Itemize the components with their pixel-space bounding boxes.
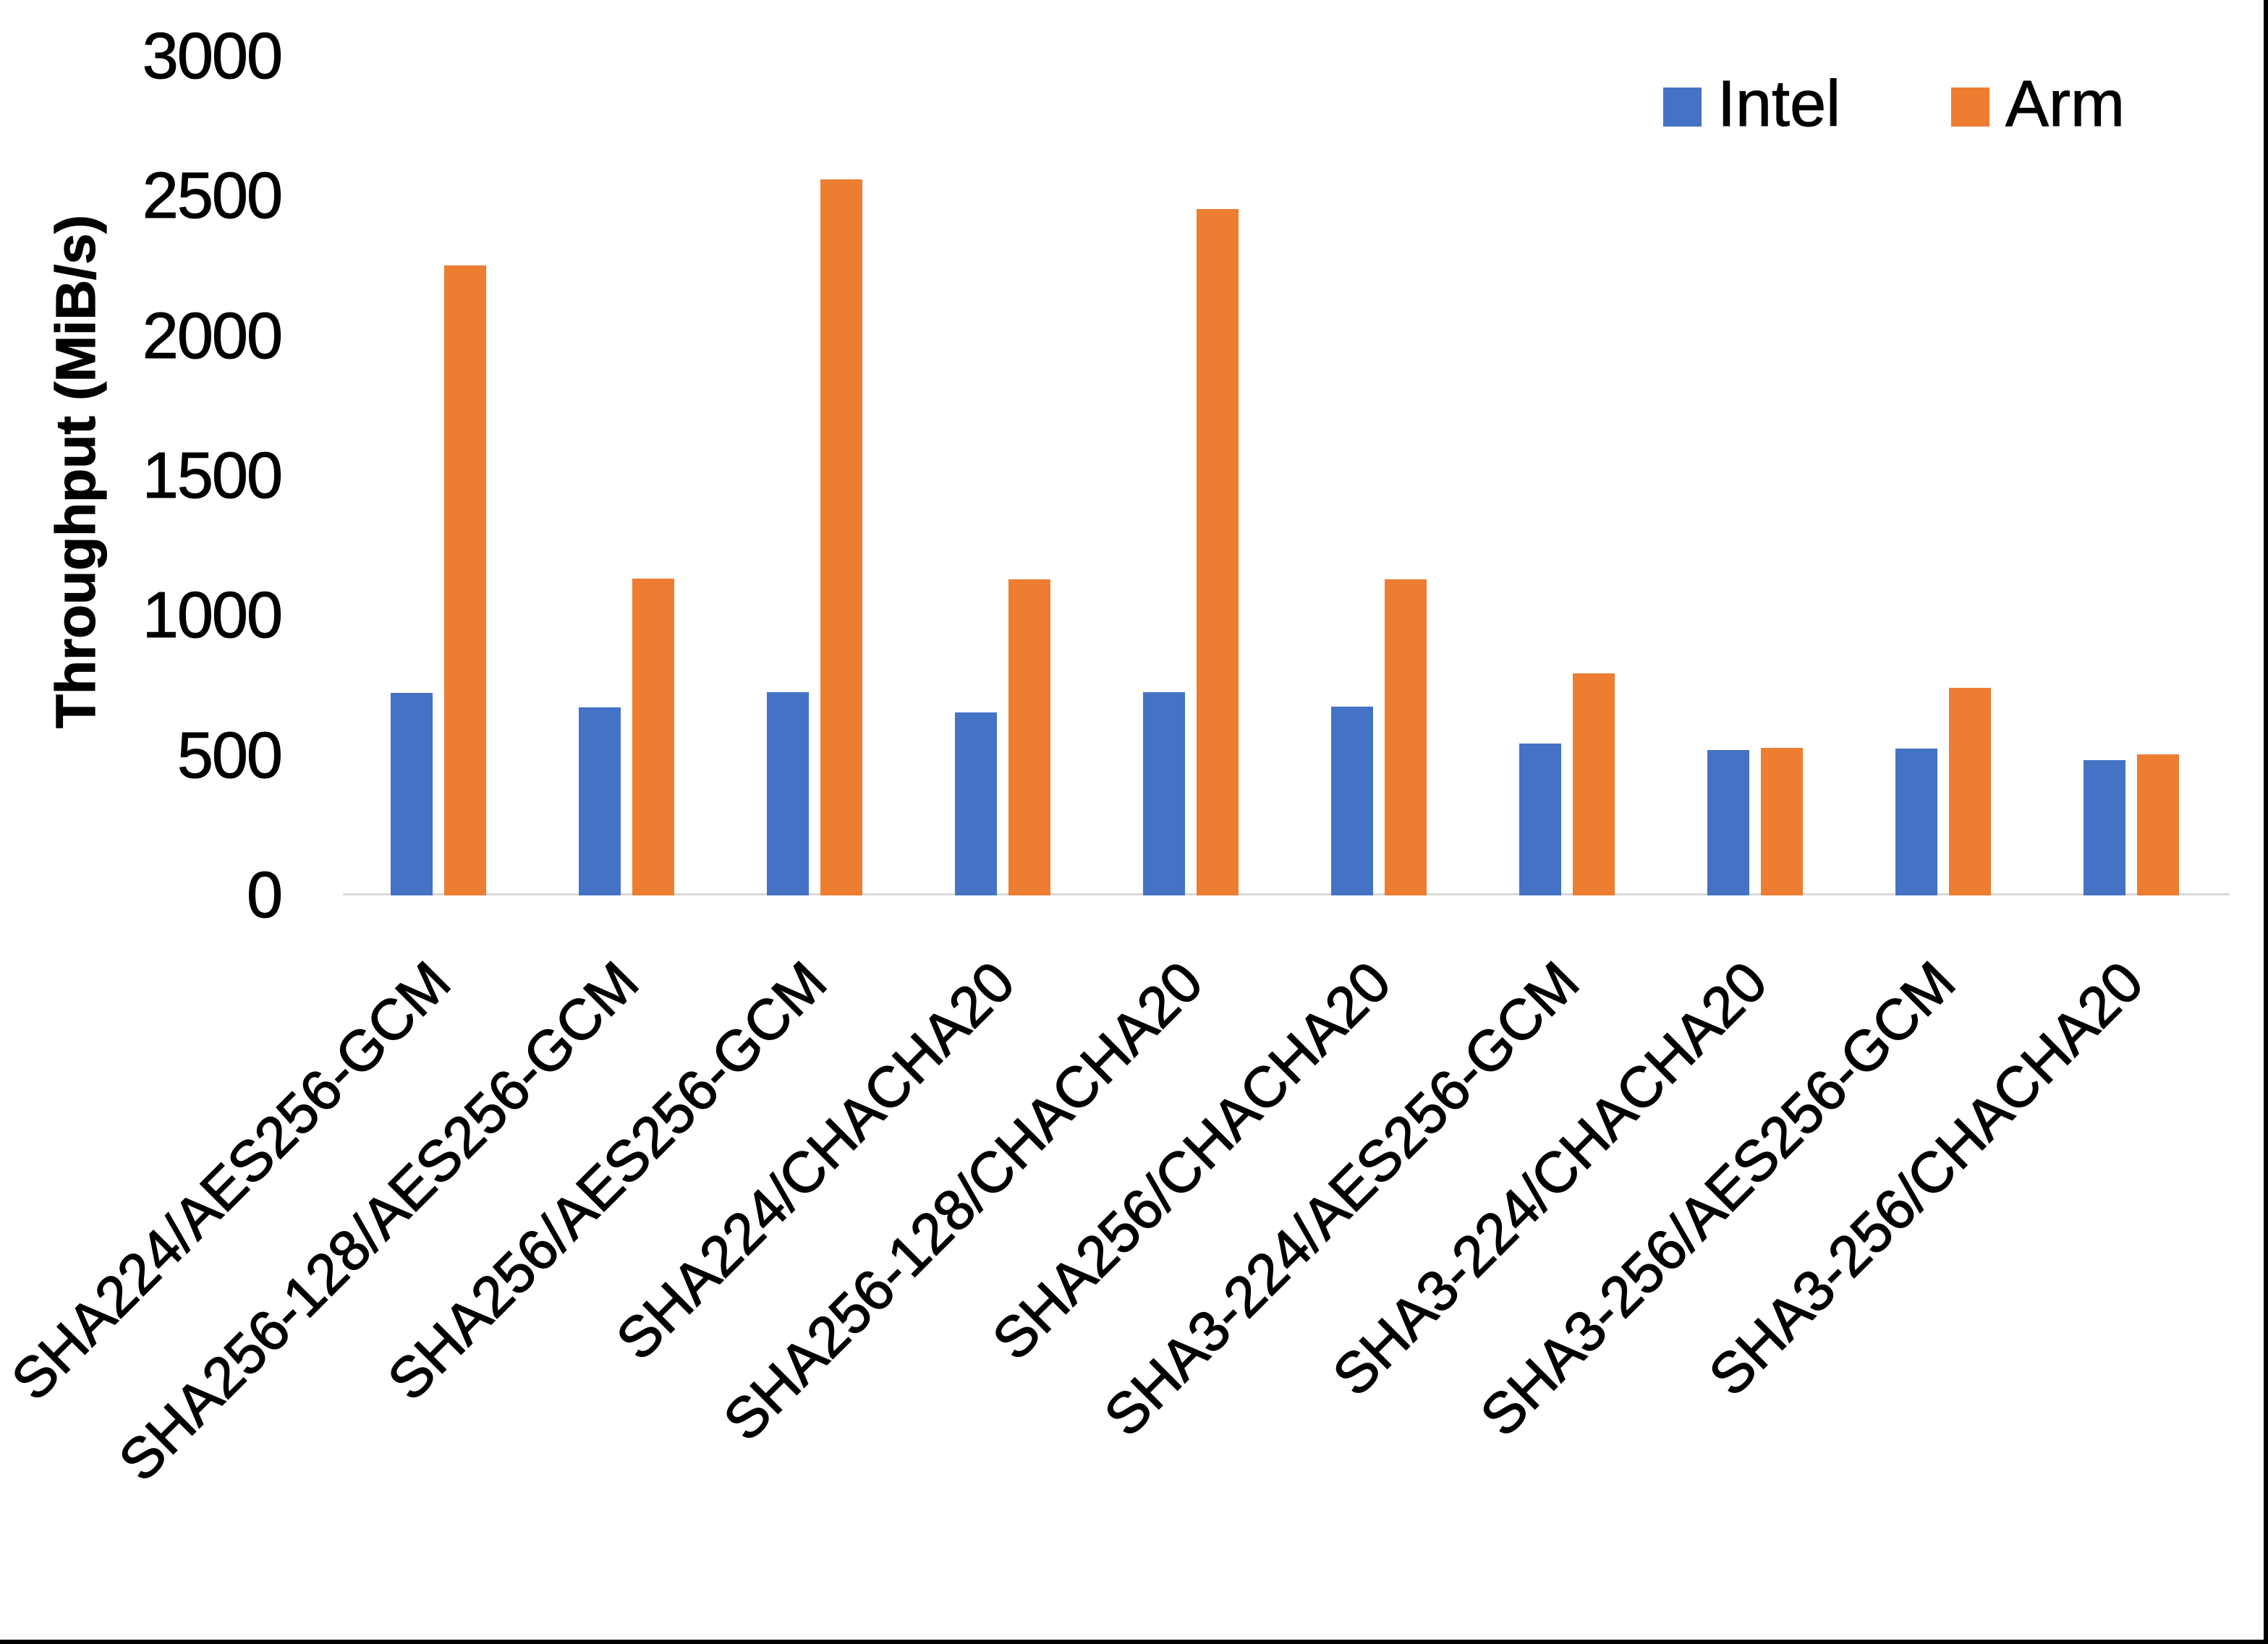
svg-text:Throughput (MiB/s): Throughput (MiB/s) xyxy=(45,215,107,728)
